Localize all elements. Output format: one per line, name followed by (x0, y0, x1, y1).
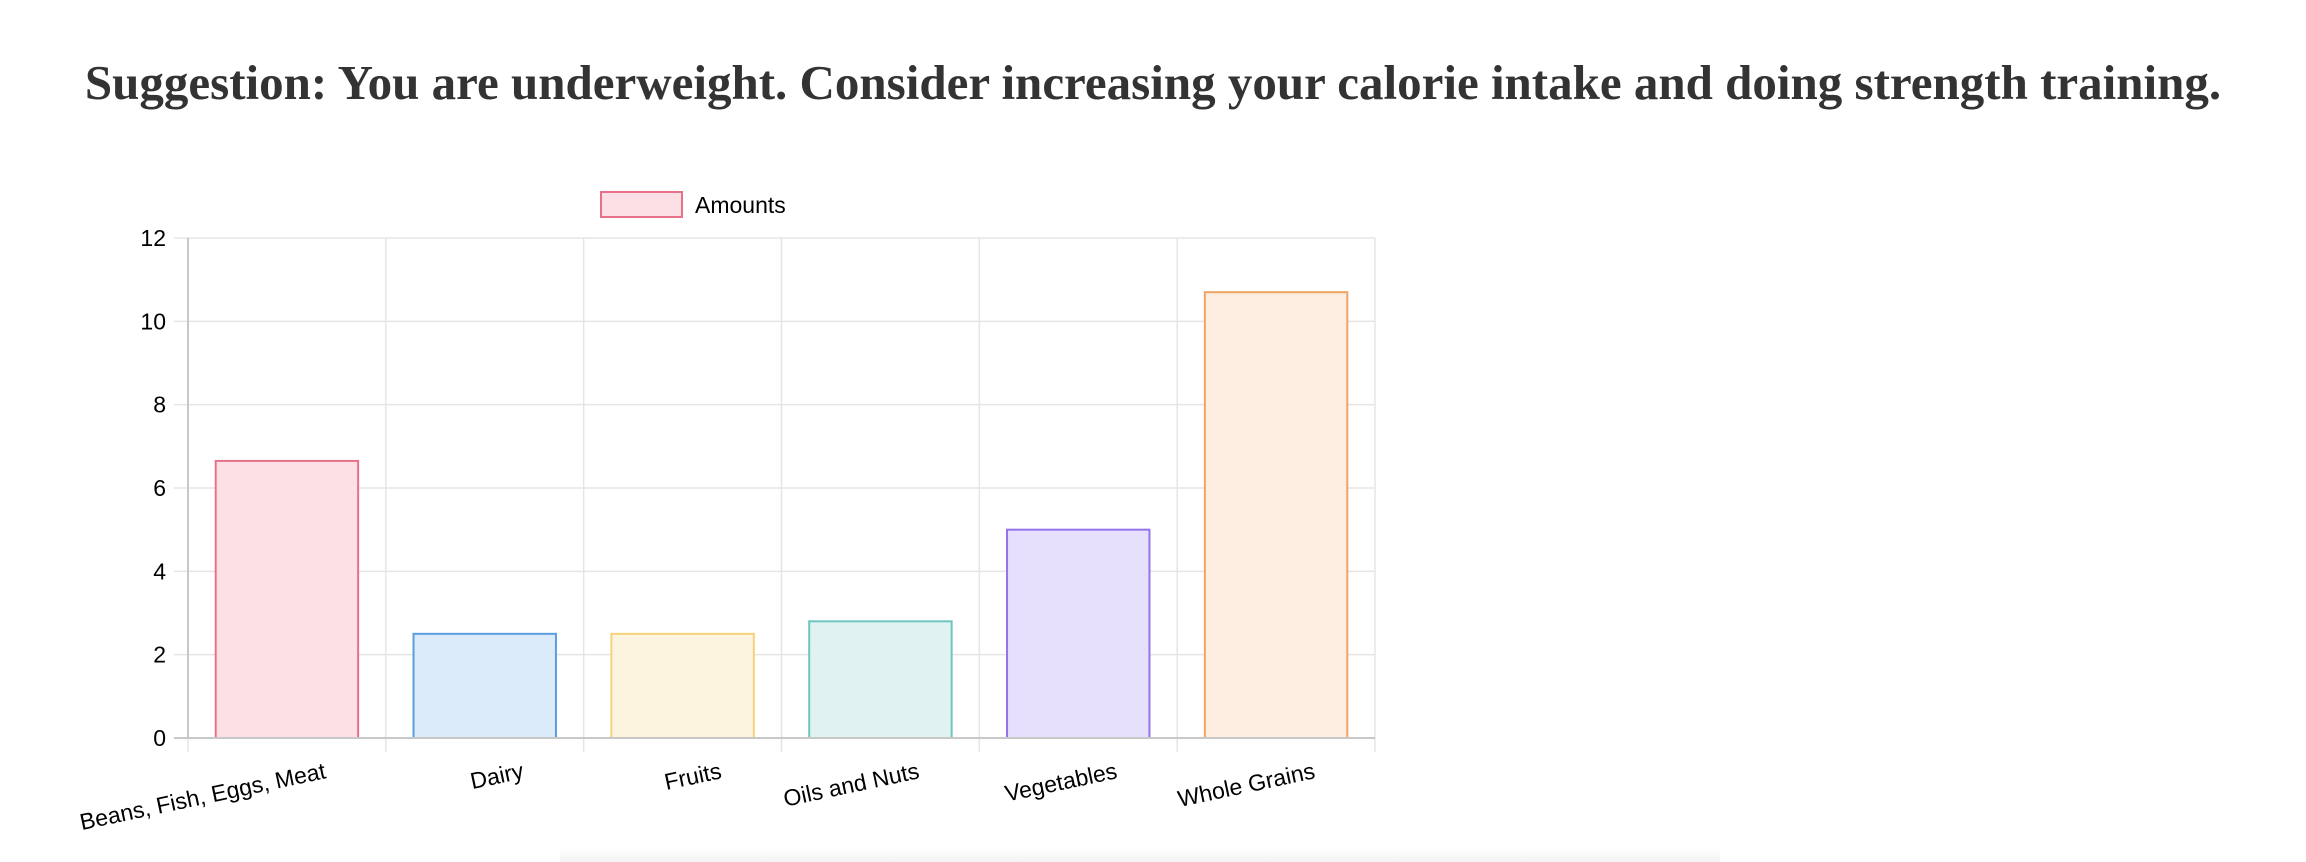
chart-legend[interactable]: Amounts (600, 191, 786, 218)
bar-fruits[interactable] (610, 632, 755, 740)
legend-swatch[interactable] (600, 191, 683, 218)
y-tick-label: 12 (140, 225, 166, 251)
bar-chart-svg: Amounts 0 2 4 6 8 10 12 Beans, Fish, Eggs, Mea… (77, 191, 1376, 835)
x-tick-label: Whole Grains (1175, 757, 1317, 811)
chart-axes (174, 238, 1375, 739)
y-axis-ticks: 0 2 4 6 8 10 12 (140, 225, 166, 751)
x-tick-label: Dairy (468, 757, 526, 794)
y-tick-label: 4 (153, 558, 166, 584)
x-tick-label: Fruits (662, 757, 724, 794)
bar-oils-and-nuts[interactable] (808, 620, 953, 740)
x-tick-label: Vegetables (1003, 757, 1120, 806)
y-tick-label: 6 (153, 475, 166, 501)
chart-bars (214, 291, 1349, 740)
y-tick-label: 0 (153, 725, 166, 751)
x-axis-labels: Beans, Fish, Eggs, Meat Dairy Fruits Oils a… (77, 757, 1317, 835)
x-tick-label: Oils and Nuts (781, 757, 921, 811)
food-amounts-chart: Amounts 0 2 4 6 8 10 12 Beans, Fish, Eggs, Mea… (0, 170, 1420, 862)
chart-grid (174, 237, 1376, 752)
bar-whole-grains[interactable] (1203, 291, 1349, 740)
y-tick-label: 8 (153, 392, 166, 418)
y-tick-label: 10 (140, 308, 166, 334)
y-tick-label: 2 (153, 642, 166, 668)
bar-dairy[interactable] (412, 632, 557, 740)
legend-label[interactable]: Amounts (695, 192, 786, 218)
x-tick-label: Beans, Fish, Eggs, Meat (77, 757, 328, 835)
bar-vegetables[interactable] (1006, 528, 1151, 739)
bottom-shadow (560, 848, 1720, 862)
bar-beans-fish-eggs-meat[interactable] (214, 459, 360, 739)
suggestion-text: Suggestion: You are underweight. Conside… (84, 55, 2222, 110)
